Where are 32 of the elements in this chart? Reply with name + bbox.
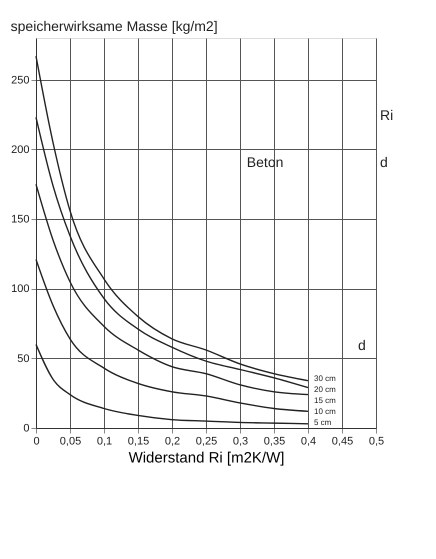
x-tick-label: 0,1 <box>96 436 112 448</box>
series-label: 30 cm <box>314 374 336 383</box>
series-label: 5 cm <box>314 418 332 427</box>
line-series <box>35 184 309 396</box>
x-tick-label: 0,45 <box>332 436 354 448</box>
y-tick-label: 0 <box>23 422 30 434</box>
x-tick-label: 0,35 <box>264 436 286 448</box>
y-axis-title: speicherwirksame Masse [kg/m2] <box>10 18 218 34</box>
y-tick-label: 50 <box>17 352 30 365</box>
line-series <box>35 258 309 412</box>
x-tick-label: 0,3 <box>232 436 248 448</box>
annotation: d <box>358 337 366 354</box>
x-tick-label: 0,15 <box>128 436 150 448</box>
x-axis-title: Widerstand Ri [m2K/W] <box>128 450 284 466</box>
x-tick-label: 0 <box>33 436 40 448</box>
x-tick-label: 0,4 <box>300 436 316 448</box>
y-tick-label: 150 <box>11 214 30 226</box>
text: Ri <box>380 107 394 123</box>
line-series <box>35 116 309 388</box>
x-tick-label: 0,25 <box>196 436 218 448</box>
y-tick-label: 250 <box>11 74 30 86</box>
y-tick-label: 200 <box>11 144 30 156</box>
x-tick-label: 0,05 <box>60 436 82 448</box>
line-series <box>35 344 309 425</box>
series-label: 10 cm <box>314 407 336 416</box>
line-series <box>35 55 309 382</box>
text: d <box>380 154 388 170</box>
series-label: 15 cm <box>314 396 336 405</box>
series-label: 20 cm <box>314 385 336 394</box>
x-tick-label: 0,2 <box>164 436 180 448</box>
x-tick-label: 0,5 <box>368 436 384 448</box>
y-tick-label: 100 <box>11 283 30 296</box>
